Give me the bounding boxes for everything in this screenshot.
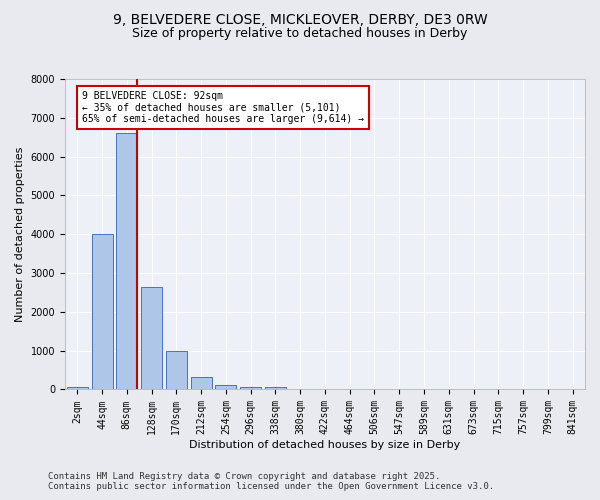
Text: Contains public sector information licensed under the Open Government Licence v3: Contains public sector information licen… [48,482,494,491]
Text: 9, BELVEDERE CLOSE, MICKLEOVER, DERBY, DE3 0RW: 9, BELVEDERE CLOSE, MICKLEOVER, DERBY, D… [113,12,487,26]
Bar [215,385,236,390]
Bar [67,387,88,390]
Text: Contains HM Land Registry data © Crown copyright and database right 2025.: Contains HM Land Registry data © Crown c… [48,472,440,481]
Y-axis label: Number of detached properties: Number of detached properties [15,146,25,322]
Text: Size of property relative to detached houses in Derby: Size of property relative to detached ho… [133,28,467,40]
Bar [141,286,162,390]
Bar [166,352,187,390]
Bar [116,132,137,390]
Text: 9 BELVEDERE CLOSE: 92sqm
← 35% of detached houses are smaller (5,101)
65% of sem: 9 BELVEDERE CLOSE: 92sqm ← 35% of detach… [82,90,364,124]
Bar [92,234,113,390]
Bar [240,386,261,390]
X-axis label: Distribution of detached houses by size in Derby: Distribution of detached houses by size … [190,440,461,450]
Bar [265,387,286,390]
Bar [191,378,212,390]
